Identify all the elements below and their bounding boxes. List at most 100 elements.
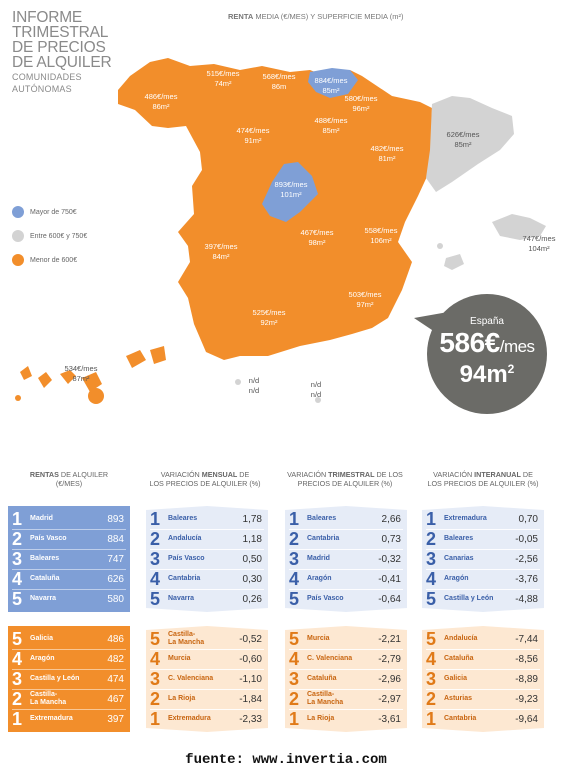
- rank-number: 3: [288, 669, 299, 689]
- ranking-row: 2 Castilla- La Mancha 467: [8, 689, 130, 709]
- region-area: 87m²: [72, 374, 90, 383]
- ranking-row: 5 País Vasco -0,64: [285, 589, 407, 609]
- rank-number: 4: [149, 649, 160, 669]
- ranking-value: -0,32: [378, 553, 401, 565]
- ranking-row: 5 Galicia 486: [8, 629, 130, 649]
- legend-label: Mayor de 750€: [30, 208, 77, 216]
- rank-number: 1: [149, 709, 160, 729]
- region-label-castilla-leon: 474€/mes 91m²: [228, 126, 278, 146]
- region-area: n/d: [248, 386, 260, 395]
- ranking-panel-top: 1 Baleares 1,78 2 Andalucía 1,18 3 País Vasco 0,…: [146, 506, 268, 612]
- row-divider: [426, 689, 540, 690]
- region-label-galicia: 486€/mes 86m²: [136, 92, 186, 112]
- rank-number: 1: [11, 709, 22, 729]
- region-name: Baleares: [168, 515, 198, 522]
- ranking-row: 1 La Rioja -3,61: [285, 709, 407, 729]
- subtitle-line: autónomas: [12, 84, 72, 94]
- region-name: Castilla- La Mancha: [30, 691, 67, 706]
- column-header-trimestral: VARIACIÓN TRIMESTRAL DE LOS PRECIOS DE A…: [276, 470, 414, 488]
- ranking-value: -2,97: [378, 693, 401, 705]
- rank-number: 3: [149, 549, 160, 569]
- ranking-value: 626: [107, 573, 124, 585]
- ranking-row: 4 Cataluña 626: [8, 569, 130, 589]
- rank-number: 2: [288, 689, 299, 709]
- basque-shape: [308, 68, 358, 98]
- region-label-c-valenciana: 558€/mes 106m²: [356, 226, 406, 246]
- column-header-rentas: RENTAS DE ALQUILER (€/mes): [8, 470, 130, 488]
- region-price: 486€/mes: [144, 92, 178, 101]
- ranking-row: 2 La Rioja -1,84: [146, 689, 268, 709]
- region-name: Cantabria: [444, 715, 477, 722]
- rank-number: 1: [149, 509, 160, 529]
- rank-number: 2: [425, 689, 436, 709]
- ranking-panel-top: 1 Madrid 893 2 País Vasco 884 3 Baleares 747 4 Cat…: [8, 506, 130, 612]
- ranking-value: 1,18: [242, 533, 262, 545]
- column-header-interanual: VARIACIÓN INTERANUAL DE LOS PRECIOS DE A…: [416, 470, 550, 488]
- source-footer: fuente: www.invertia.com: [185, 752, 387, 768]
- region-label-andalucia: 525€/mes 92m²: [244, 308, 294, 328]
- row-divider: [150, 589, 264, 590]
- region-price: n/d: [310, 380, 322, 389]
- header-pre: VARIACIÓN: [433, 470, 475, 479]
- region-price: 893€/mes: [274, 180, 308, 189]
- row-divider: [150, 549, 264, 550]
- row-divider: [12, 689, 126, 690]
- region-price: 467€/mes: [300, 228, 334, 237]
- region-name: Canarias: [444, 555, 474, 562]
- region-price: 534€/mes: [64, 364, 98, 373]
- ranking-row: 3 Canarias -2,56: [422, 549, 544, 569]
- region-name: C. Valenciana: [168, 675, 214, 682]
- region-name: Galicia: [444, 675, 467, 682]
- region-area: 86m: [271, 82, 287, 91]
- region-area: 92m²: [260, 318, 278, 327]
- legend-swatch: [12, 206, 24, 218]
- rank-number: 4: [288, 649, 299, 669]
- region-area: n/d: [310, 390, 322, 399]
- rank-number: 3: [149, 669, 160, 689]
- region-price: 474€/mes: [236, 126, 270, 135]
- ranking-value: -3,76: [515, 573, 538, 585]
- region-label-extremadura: 397€/mes 84m²: [196, 242, 246, 262]
- rank-number: 2: [149, 529, 160, 549]
- ranking-value: 893: [107, 513, 124, 525]
- page-title: Informe trimestral de precios de alquile…: [12, 10, 142, 94]
- ranking-value: -0,60: [239, 653, 262, 665]
- legend-swatch: [12, 254, 24, 266]
- ranking-value: -3,61: [378, 713, 401, 725]
- ceuta-dot: [235, 379, 241, 385]
- ranking-row: 4 Aragón 482: [8, 649, 130, 669]
- rank-number: 1: [11, 509, 22, 529]
- ranking-row: 4 C. Valenciana -2,79: [285, 649, 407, 669]
- ranking-value: 1,78: [242, 513, 262, 525]
- region-price: 626€/mes: [446, 130, 480, 139]
- ranking-row: 2 Baleares -0,05: [422, 529, 544, 549]
- ranking-value: -8,89: [515, 673, 538, 685]
- region-label-canarias: 534€/mes 87m²: [56, 364, 106, 384]
- ranking-value: -0,52: [239, 633, 262, 645]
- region-price: 488€/mes: [314, 116, 348, 125]
- region-label-murcia: 503€/mes 97m²: [340, 290, 390, 310]
- region-name: Murcia: [168, 655, 191, 662]
- ranking-value: 747: [107, 553, 124, 565]
- region-area: 81m²: [378, 154, 396, 163]
- row-divider: [426, 589, 540, 590]
- region-name: Baleares: [307, 515, 337, 522]
- rank-number: 4: [425, 649, 436, 669]
- rank-number: 3: [425, 549, 436, 569]
- ranking-row: 1 Baleares 2,66: [285, 509, 407, 529]
- rank-number: 2: [288, 529, 299, 549]
- rank-number: 5: [425, 629, 436, 649]
- region-area: 106m²: [370, 236, 392, 245]
- region-name: Navarra: [168, 595, 195, 602]
- rank-number: 5: [149, 589, 160, 609]
- ranking-row: 1 Madrid 893: [8, 509, 130, 529]
- ranking-value: 0,50: [242, 553, 262, 565]
- region-name: Cantabria: [307, 535, 340, 542]
- rank-number: 3: [11, 669, 22, 689]
- ranking-row: 5 Murcia -2,21: [285, 629, 407, 649]
- region-price: 397€/mes: [204, 242, 238, 251]
- header-line2: PRECIOS DE ALQUILER (%): [297, 479, 393, 488]
- canary-island: [126, 350, 146, 368]
- ranking-value: 580: [107, 593, 124, 605]
- region-area: 85m²: [322, 126, 340, 135]
